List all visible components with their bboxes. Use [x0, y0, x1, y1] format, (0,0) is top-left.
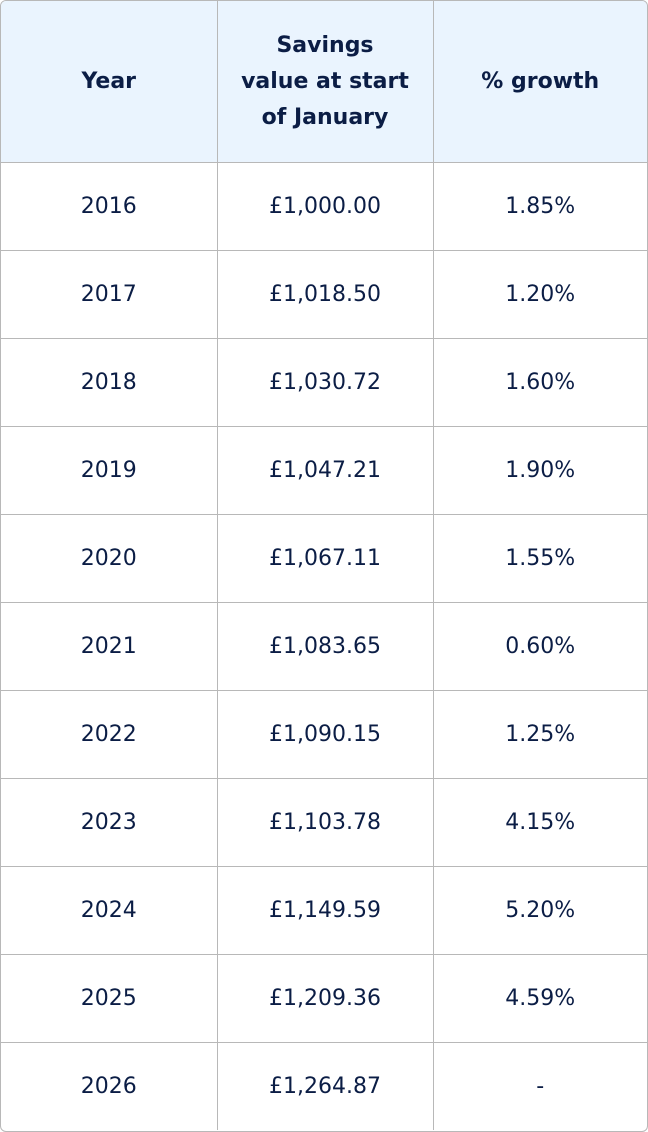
header-text: Year	[81, 68, 137, 94]
table-row: 2016 £1,000.00 1.85%	[1, 162, 647, 251]
table-row: 2021 £1,083.65 0.60%	[1, 602, 647, 691]
table-row: 2024 £1,149.59 5.20%	[1, 866, 647, 955]
table-cell: £1,103.78	[216, 778, 434, 867]
header-text: Savings value at start of January	[241, 32, 409, 130]
table-cell: 0.60%	[432, 602, 647, 691]
table-body: 2016 £1,000.00 1.85% 2017 £1,018.50 1.20% 2018…	[1, 162, 647, 1130]
header-cell: % growth	[432, 1, 647, 163]
table-row: 2023 £1,103.78 4.15%	[1, 778, 647, 867]
header-cell: Savings value at start of January	[216, 1, 434, 163]
table-cell: £1,090.15	[216, 690, 434, 779]
table-cell: £1,083.65	[216, 602, 434, 691]
table-cell: 2021	[1, 602, 218, 691]
header-cell: Year	[1, 1, 218, 163]
table-cell: £1,018.50	[216, 250, 434, 339]
table-row: 2019 £1,047.21 1.90%	[1, 426, 647, 515]
header-text: % growth	[481, 68, 600, 94]
table-cell: 2023	[1, 778, 218, 867]
table-cell: 2020	[1, 514, 218, 603]
table-cell: £1,000.00	[216, 162, 434, 251]
table-cell: £1,264.87	[216, 1042, 434, 1130]
table-row: 2026 £1,264.87-	[1, 1042, 647, 1130]
table-cell: 1.20%	[432, 250, 647, 339]
table-cell: 1.85%	[432, 162, 647, 251]
table-row: 2017 £1,018.50 1.20%	[1, 250, 647, 339]
table-cell: 2026	[1, 1042, 218, 1130]
table-cell: -	[432, 1042, 647, 1130]
table-row: 2022 £1,090.15 1.25%	[1, 690, 647, 779]
table-cell: 5.20%	[432, 866, 647, 955]
table-cell: 2019	[1, 426, 218, 515]
table-cell: 1.55%	[432, 514, 647, 603]
table-row: 2020 £1,067.11 1.55%	[1, 514, 647, 603]
table-cell: 4.15%	[432, 778, 647, 867]
table-cell: £1,047.21	[216, 426, 434, 515]
table-row: 2025 £1,209.36 4.59%	[1, 954, 647, 1043]
table-cell: £1,149.59	[216, 866, 434, 955]
table-cell: 4.59%	[432, 954, 647, 1043]
header-row: Year Savings value at start of January % g…	[1, 1, 647, 163]
table-cell: £1,209.36	[216, 954, 434, 1043]
table-cell: 2016	[1, 162, 218, 251]
table-header: Year Savings value at start of January % g…	[1, 1, 647, 163]
table-cell: 2022	[1, 690, 218, 779]
table-cell: 2024	[1, 866, 218, 955]
table-cell: 1.60%	[432, 338, 647, 427]
table-cell: 2017	[1, 250, 218, 339]
table-row: 2018 £1,030.72 1.60%	[1, 338, 647, 427]
table-cell: 2018	[1, 338, 218, 427]
table-cell: £1,067.11	[216, 514, 434, 603]
table-cell: 1.90%	[432, 426, 647, 515]
table-cell: 1.25%	[432, 690, 647, 779]
table-cell: £1,030.72	[216, 338, 434, 427]
table-cell: 2025	[1, 954, 218, 1043]
